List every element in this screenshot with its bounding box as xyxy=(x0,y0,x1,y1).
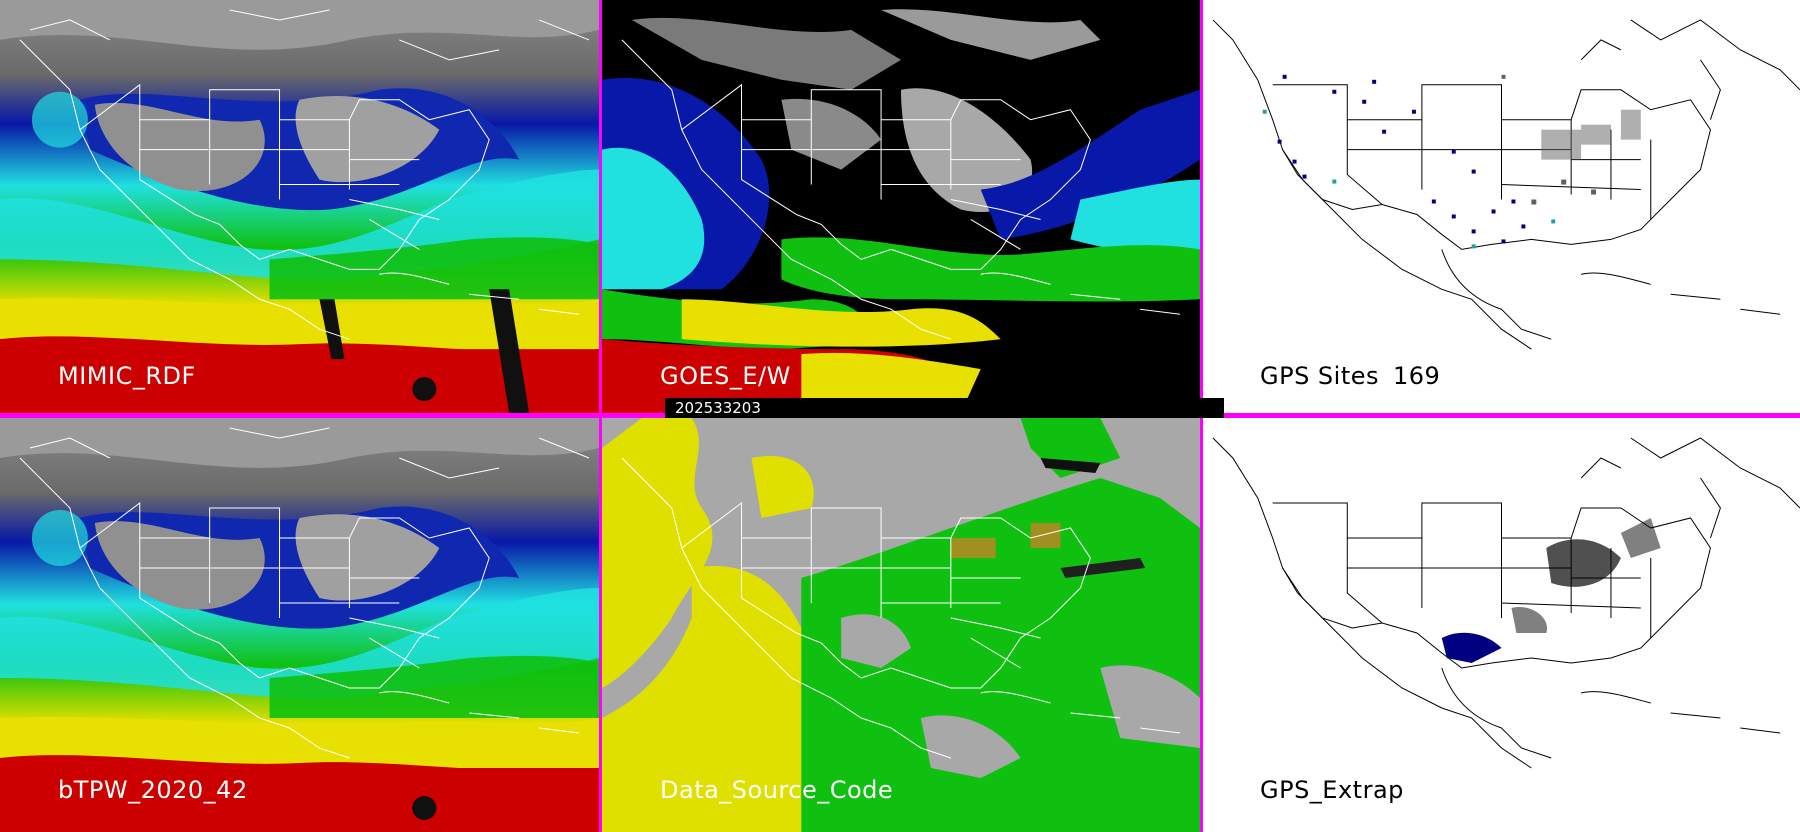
gps-sites-map xyxy=(1203,0,1800,413)
gps-extrap-panel[interactable]: GPS_Extrap xyxy=(1203,418,1800,832)
btpw-map xyxy=(0,418,599,832)
gps-sites-count: 169 xyxy=(1393,362,1441,390)
data-source-panel[interactable]: Data_Source_Code xyxy=(602,418,1200,832)
mimic-rdf-panel[interactable]: MIMIC_RDF xyxy=(0,0,599,413)
goes-ew-panel[interactable]: GOES_E/W xyxy=(602,0,1200,413)
panel-label-data-source: Data_Source_Code xyxy=(660,776,894,804)
panel-label-mimic: MIMIC_RDF xyxy=(58,362,196,390)
timestamp-bar: 202533203 xyxy=(665,398,1224,418)
panel-label-gps-sites: GPS Sites xyxy=(1260,362,1380,390)
gps-extrap-map xyxy=(1203,418,1800,832)
goes-map xyxy=(602,0,1200,413)
panel-label-gps-extrap: GPS_Extrap xyxy=(1260,776,1404,804)
gps-sites-panel[interactable]: GPS Sites 169 xyxy=(1203,0,1800,413)
panel-label-btpw: bTPW_2020_42 xyxy=(58,776,248,804)
data-source-map xyxy=(602,418,1200,832)
btpw-panel[interactable]: bTPW_2020_42 xyxy=(0,418,599,832)
mimic-map xyxy=(0,0,599,413)
panel-label-goes: GOES_E/W xyxy=(660,362,791,390)
